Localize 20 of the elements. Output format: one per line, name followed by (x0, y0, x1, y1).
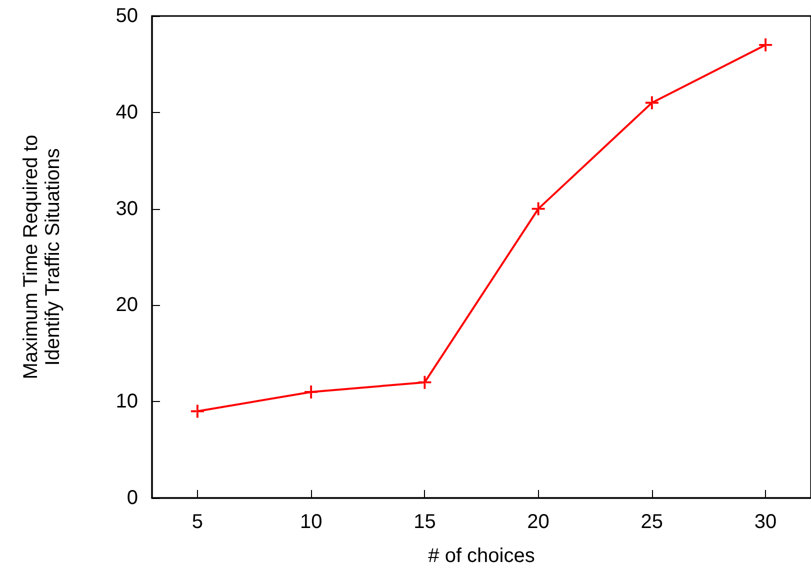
y-tick-label: 50 (116, 5, 138, 27)
y-tick-label: 0 (126, 487, 138, 509)
point (759, 38, 772, 52)
x-tick-label: 30 (754, 511, 777, 533)
x-tick-label: 15 (414, 511, 436, 533)
point (190, 404, 204, 418)
y-tick-label: 30 (116, 198, 138, 220)
x-axis-title: # of choices (428, 545, 535, 567)
x-tick-label: 5 (192, 511, 204, 533)
x-tick-label: 25 (640, 511, 664, 533)
point (418, 376, 432, 389)
x-tick-label: 10 (300, 511, 322, 533)
point (304, 385, 318, 398)
point (645, 96, 658, 110)
x-tick-label: 20 (527, 511, 550, 533)
point (532, 202, 545, 216)
y-tick-label: 40 (116, 101, 138, 124)
y-tick-label: 20 (116, 294, 138, 316)
y-tick-label: 10 (116, 390, 138, 413)
y-axis-title: Maximum Time Required to Identify Traffic Situations (20, 134, 64, 380)
